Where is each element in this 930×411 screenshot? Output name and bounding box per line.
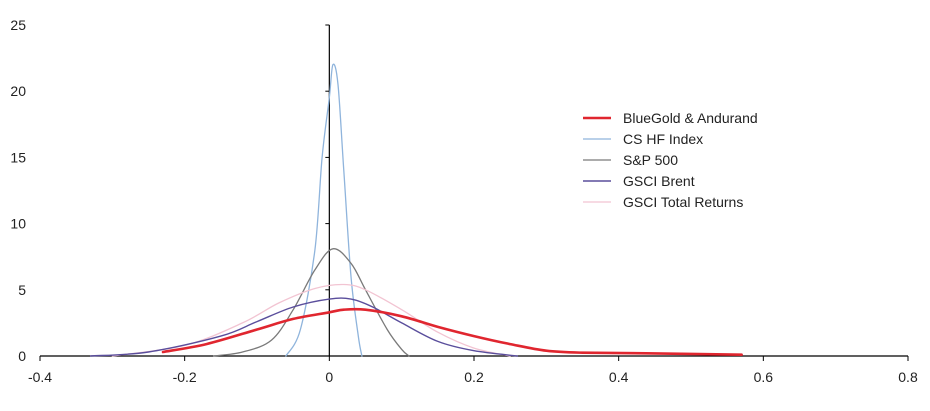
legend-label-gsci-total-returns: GSCI Total Returns [623, 194, 743, 210]
x-tick-label: 0.6 [754, 369, 774, 385]
x-tick-label: 0 [325, 369, 333, 385]
x-tick-label: -0.2 [173, 369, 197, 385]
legend-label-cs-hf-index: CS HF Index [623, 131, 703, 147]
y-tick-label: 25 [10, 17, 26, 33]
y-tick-label: 0 [18, 348, 26, 364]
x-tick-label: -0.4 [28, 369, 52, 385]
legend-label-bluegold-andurand: BlueGold & Andurand [623, 110, 758, 126]
x-tick-label: 0.2 [464, 369, 484, 385]
axes [39, 24, 909, 361]
y-tick-label: 10 [10, 216, 26, 232]
legend-label-gsci-brent: GSCI Brent [623, 173, 695, 189]
series-line-s-p-500 [212, 248, 410, 357]
y-tick-label: 15 [10, 149, 26, 165]
y-tick-label: 5 [18, 282, 26, 298]
series-line-cs-hf-index [285, 63, 363, 357]
legend: BlueGold & Andurand CS HF Index S&P 500 GSC… [583, 110, 758, 210]
tick-labels: -0.4 -0.2 0 0.2 0.4 0.6 0.8 0 5 10 15 20 25 [10, 17, 918, 385]
series-line-gsci-brent [89, 297, 519, 357]
legend-label-s-p-500: S&P 500 [623, 152, 678, 168]
series-line-gsci-total-returns [111, 283, 511, 357]
x-tick-label: 0.8 [898, 369, 918, 385]
y-tick-label: 20 [10, 83, 26, 99]
series-lines [89, 63, 743, 357]
series-line-bluegold-andurand [161, 307, 743, 356]
x-tick-label: 0.4 [609, 369, 629, 385]
